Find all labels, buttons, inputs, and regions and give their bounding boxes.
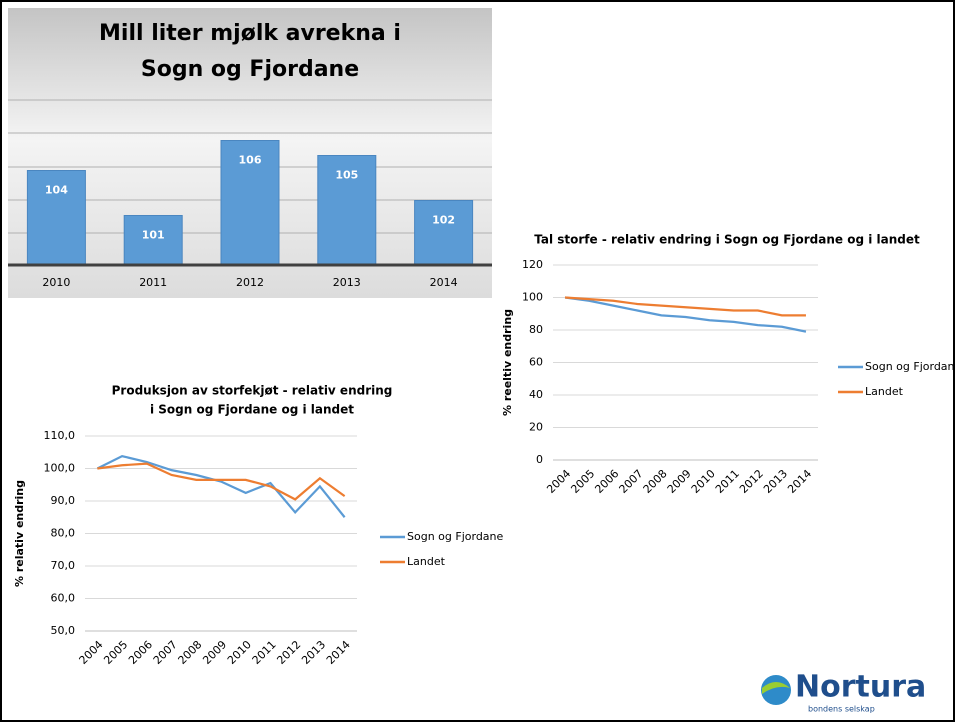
data-label: 104 bbox=[45, 184, 68, 197]
y-tick-label: 80 bbox=[529, 323, 543, 336]
x-tick-label: 2012 bbox=[737, 467, 766, 496]
x-tick-label: 2007 bbox=[151, 638, 180, 667]
y-tick-label: 100,0 bbox=[44, 462, 76, 475]
legend-label: Sogn og Fjordane bbox=[865, 360, 955, 373]
x-tick-label: 2010 bbox=[225, 638, 254, 667]
series-line bbox=[96, 454, 346, 518]
y-tick-label: 70,0 bbox=[51, 559, 76, 572]
x-tick-label: 2004 bbox=[77, 638, 106, 667]
bar bbox=[26, 170, 86, 266]
x-tick-label: 2006 bbox=[592, 467, 621, 496]
chart-title: Mill liter mjølk avrekna i bbox=[99, 21, 401, 46]
logo-icon bbox=[761, 675, 791, 705]
chart-title: Produksjon av storfekjøt - relativ endri… bbox=[112, 384, 393, 398]
x-tick-label: 2012 bbox=[274, 638, 303, 667]
x-tick-label: 2014 bbox=[430, 276, 458, 289]
data-label: 101 bbox=[142, 229, 165, 242]
y-tick-label: 60,0 bbox=[51, 592, 76, 605]
y-tick-label: 50,0 bbox=[51, 624, 76, 637]
x-tick-label: 2013 bbox=[333, 276, 361, 289]
x-tick-label: 2011 bbox=[139, 276, 167, 289]
y-tick-label: 110,0 bbox=[44, 429, 76, 442]
logo-leaf bbox=[762, 682, 790, 694]
legend-label: Landet bbox=[865, 385, 904, 398]
y-axis-label: % relativ endring bbox=[13, 480, 26, 587]
x-tick-label: 2013 bbox=[299, 638, 328, 667]
y-axis-label: % reeltiv endring bbox=[501, 309, 514, 416]
x-tick-label: 2009 bbox=[665, 467, 694, 496]
series-line bbox=[97, 462, 346, 501]
y-tick-label: 60 bbox=[529, 356, 543, 369]
series-line bbox=[564, 296, 807, 333]
data-label: 106 bbox=[239, 154, 262, 167]
x-tick-label: 2014 bbox=[324, 638, 353, 667]
x-tick-label: 2010 bbox=[689, 467, 718, 496]
data-label: 105 bbox=[335, 169, 358, 182]
x-tick-label: 2009 bbox=[200, 638, 229, 667]
y-tick-label: 120 bbox=[522, 258, 543, 271]
y-tick-label: 20 bbox=[529, 421, 543, 434]
legend-label: Landet bbox=[407, 555, 446, 568]
logo-name: Nortura bbox=[795, 670, 926, 705]
bar bbox=[414, 200, 474, 266]
x-tick-label: 2007 bbox=[617, 467, 646, 496]
x-tick-label: 2013 bbox=[761, 467, 790, 496]
y-tick-label: 100 bbox=[522, 291, 543, 304]
y-tick-label: 40 bbox=[529, 388, 543, 401]
y-tick-label: 90,0 bbox=[51, 494, 76, 507]
x-tick-label: 2010 bbox=[42, 276, 70, 289]
y-tick-label: 80,0 bbox=[51, 527, 76, 540]
x-tick-label: 2008 bbox=[641, 467, 670, 496]
y-tick-label: 0 bbox=[536, 453, 543, 466]
chart-title: Tal storfe - relativ endring i Sogn og F… bbox=[534, 233, 920, 247]
chart-title: Sogn og Fjordane bbox=[141, 57, 359, 82]
data-label: 102 bbox=[432, 214, 455, 227]
x-tick-label: 2004 bbox=[544, 467, 573, 496]
x-tick-label: 2011 bbox=[250, 638, 279, 667]
x-tick-label: 2014 bbox=[785, 467, 814, 496]
x-tick-label: 2008 bbox=[176, 638, 205, 667]
legend-label: Sogn og Fjordane bbox=[407, 530, 504, 543]
logo-tagline: bondens selskap bbox=[808, 705, 875, 714]
logo: Nortura bondens selskap bbox=[761, 670, 926, 714]
series-line bbox=[564, 296, 806, 317]
x-tick-label: 2011 bbox=[713, 467, 742, 496]
chart-title: i Sogn og Fjordane og i landet bbox=[150, 403, 354, 417]
x-tick-label: 2005 bbox=[568, 467, 597, 496]
x-tick-label: 2012 bbox=[236, 276, 264, 289]
x-tick-label: 2006 bbox=[126, 638, 155, 667]
x-tick-label: 2005 bbox=[101, 638, 130, 667]
